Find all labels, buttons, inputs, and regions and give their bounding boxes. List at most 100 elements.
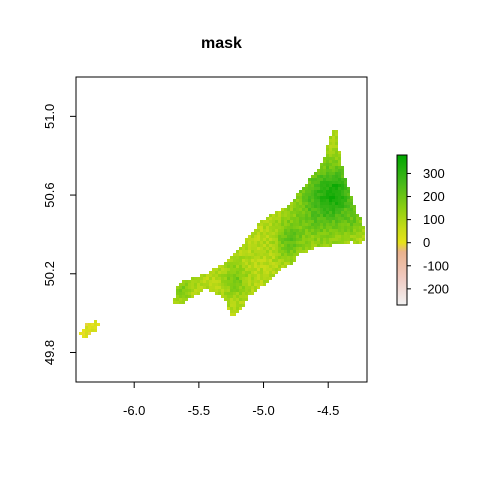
raster-cell: [305, 241, 308, 244]
raster-cell: [266, 247, 269, 250]
raster-cell: [332, 172, 335, 175]
raster-cell: [281, 217, 284, 220]
raster-cell: [272, 250, 275, 253]
raster-cell: [218, 292, 221, 295]
legend-tick-label: 200: [423, 189, 445, 204]
raster-cell: [236, 274, 239, 277]
raster-cell: [236, 256, 239, 259]
raster-cell: [242, 304, 245, 307]
raster-cell: [233, 274, 236, 277]
raster-cell: [263, 253, 266, 256]
raster-cell: [347, 211, 350, 214]
raster-cell: [329, 196, 332, 199]
raster-cell: [212, 268, 215, 271]
raster-cell: [299, 247, 302, 250]
raster-cell: [350, 235, 353, 238]
raster-cell: [278, 250, 281, 253]
raster-cell: [314, 232, 317, 235]
raster-cell: [299, 190, 302, 193]
raster-cell: [263, 262, 266, 265]
raster-cell: [317, 238, 320, 241]
raster-cell: [347, 202, 350, 205]
raster-cell: [266, 226, 269, 229]
raster-cell: [269, 232, 272, 235]
raster-cell: [335, 199, 338, 202]
raster-cell: [254, 286, 257, 289]
raster-cell: [338, 208, 341, 211]
raster-cell: [302, 229, 305, 232]
raster-cell: [254, 235, 257, 238]
raster-cell: [296, 214, 299, 217]
raster-cell: [224, 265, 227, 268]
raster-cell: [281, 208, 284, 211]
raster-cell: [353, 226, 356, 229]
raster-cell: [85, 329, 88, 332]
raster-cell: [317, 217, 320, 220]
raster-cell: [233, 313, 236, 316]
raster-cell: [242, 250, 245, 253]
raster-cell: [275, 253, 278, 256]
raster-cell: [329, 166, 332, 169]
raster-cell: [173, 298, 176, 301]
raster-cell: [203, 280, 206, 283]
raster-cell: [332, 154, 335, 157]
raster-cell: [239, 304, 242, 307]
raster-cell: [359, 220, 362, 223]
raster-cell: [257, 226, 260, 229]
raster-cell: [326, 235, 329, 238]
raster-cell: [344, 196, 347, 199]
raster-cell: [338, 160, 341, 163]
raster-cell: [302, 190, 305, 193]
raster-cell: [341, 199, 344, 202]
raster-cell: [302, 205, 305, 208]
raster-cell: [335, 184, 338, 187]
raster-cell: [251, 289, 254, 292]
raster-cell: [293, 223, 296, 226]
raster-cell: [269, 235, 272, 238]
raster-cell: [91, 323, 94, 326]
raster-cell: [326, 208, 329, 211]
raster-cell: [230, 307, 233, 310]
raster-cell: [320, 187, 323, 190]
raster-cell: [293, 244, 296, 247]
raster-cell: [275, 244, 278, 247]
raster-cell: [248, 250, 251, 253]
raster-cell: [260, 244, 263, 247]
raster-cell: [176, 292, 179, 295]
raster-cell: [308, 235, 311, 238]
raster-cell: [251, 283, 254, 286]
raster-cell: [242, 277, 245, 280]
raster-cell: [347, 229, 350, 232]
raster-cell: [335, 175, 338, 178]
raster-cell: [197, 286, 200, 289]
raster-cell: [341, 190, 344, 193]
raster-cell: [284, 262, 287, 265]
raster-cell: [254, 280, 257, 283]
raster-cell: [326, 196, 329, 199]
raster-cell: [179, 295, 182, 298]
raster-cell: [311, 208, 314, 211]
raster-cell: [293, 217, 296, 220]
raster-cell: [338, 232, 341, 235]
raster-cell: [242, 295, 245, 298]
raster-cell: [275, 271, 278, 274]
raster-cell: [197, 283, 200, 286]
raster-cell: [191, 289, 194, 292]
raster-cell: [332, 142, 335, 145]
raster-cell: [338, 157, 341, 160]
raster-cell: [314, 229, 317, 232]
raster-cell: [215, 289, 218, 292]
raster-cell: [254, 238, 257, 241]
raster-cell: [236, 277, 239, 280]
raster-cell: [254, 283, 257, 286]
legend-tick-label: 100: [423, 212, 445, 227]
raster-cell: [332, 184, 335, 187]
raster-cell: [335, 211, 338, 214]
raster-cell: [212, 271, 215, 274]
raster-cell: [332, 238, 335, 241]
y-tick-label: 50.6: [42, 182, 57, 207]
raster-cell: [350, 220, 353, 223]
raster-cell: [275, 265, 278, 268]
raster-cell: [248, 271, 251, 274]
raster-cell: [185, 280, 188, 283]
